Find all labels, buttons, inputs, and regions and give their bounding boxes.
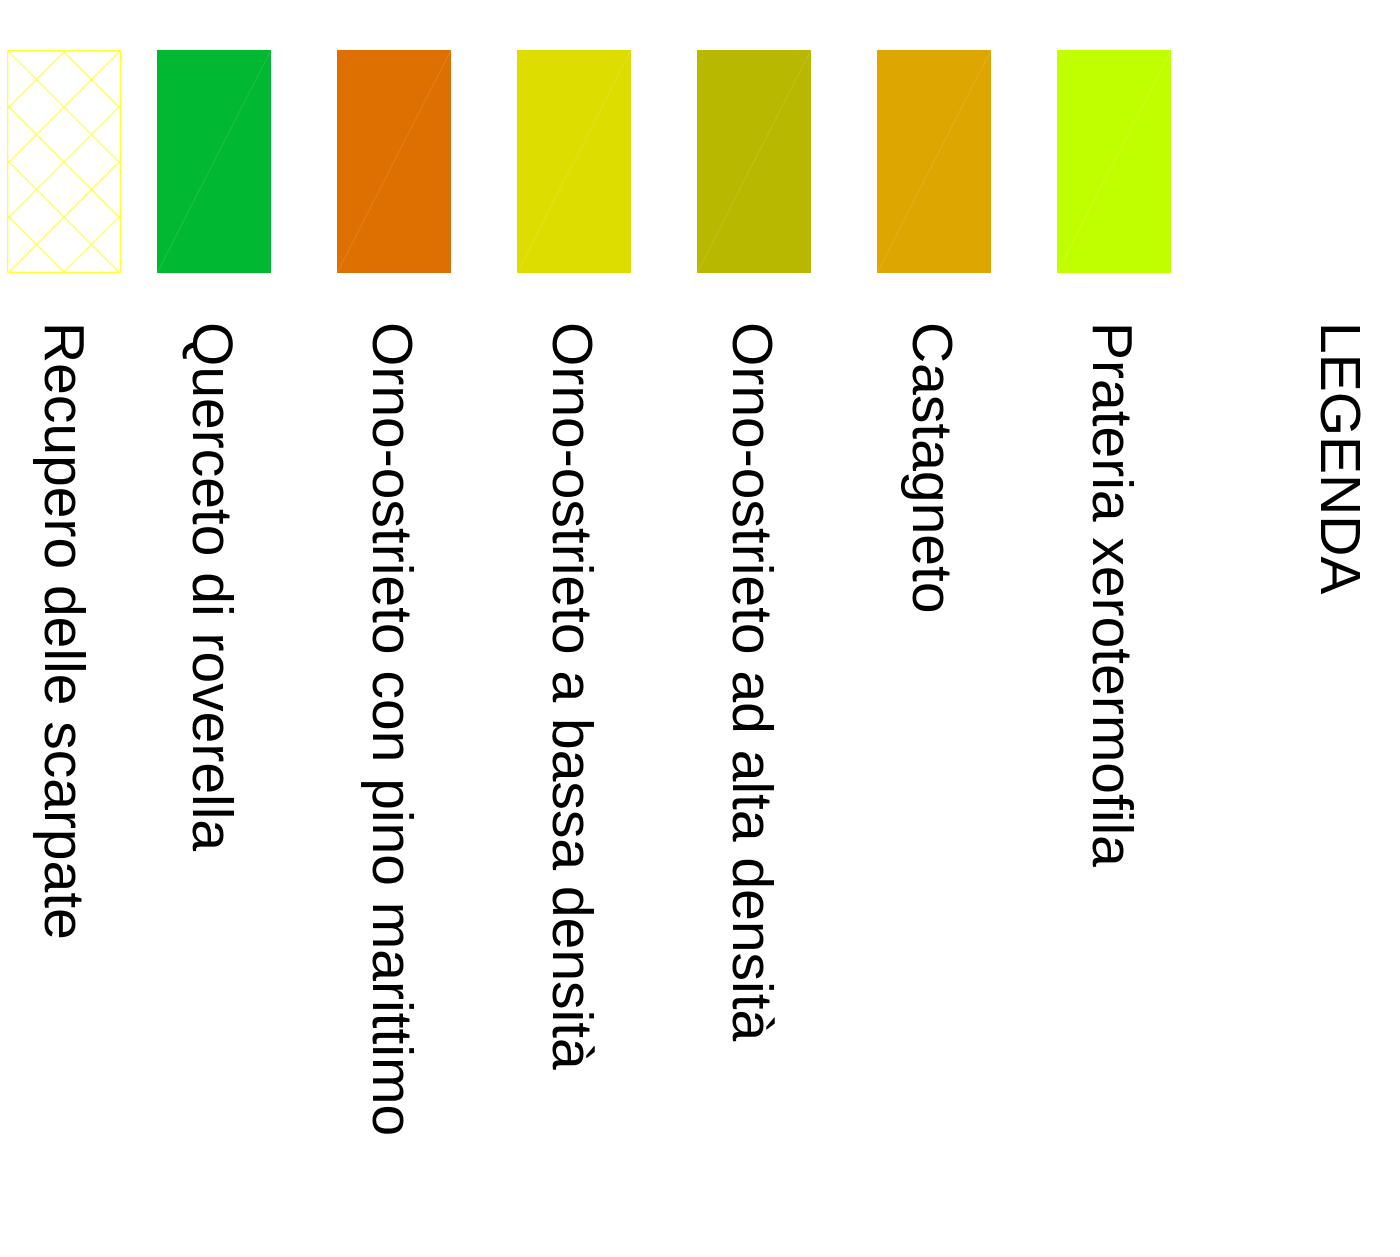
legend-label-orno-ostrieto-alta-densita: Orno-ostrieto ad alta densità xyxy=(720,322,784,1042)
olive-swatch-icon xyxy=(697,50,811,273)
legend-label-prateria-xerotermofila: Prateria xerotermofila xyxy=(1080,322,1144,867)
legend-swatch-recupero-delle-scarpate xyxy=(7,50,121,273)
orange-swatch-icon xyxy=(337,50,451,273)
lime-swatch-icon xyxy=(1057,50,1171,273)
legend-swatch-orno-ostrieto-pino-marittimo xyxy=(337,50,451,273)
legend-label-orno-ostrieto-pino-marittimo: Orno-ostrieto con pino marittimo xyxy=(360,322,424,1137)
legend-label-orno-ostrieto-bassa-densita: Orno-ostrieto a bassa densità xyxy=(540,322,604,1070)
legend-swatch-querceto-di-roverella xyxy=(157,50,271,273)
yellow-swatch-icon xyxy=(517,50,631,273)
legend-swatch-orno-ostrieto-bassa-densita xyxy=(517,50,631,273)
legend-swatch-castagneto xyxy=(877,50,991,273)
legend-swatch-prateria-xerotermofila xyxy=(1057,50,1171,273)
legend-label-querceto-di-roverella: Querceto di roverella xyxy=(180,322,244,852)
green-swatch-icon xyxy=(157,50,271,273)
crosshatch-swatch-icon xyxy=(7,50,121,273)
legend-label-castagneto: Castagneto xyxy=(900,322,964,614)
amber-swatch-icon xyxy=(877,50,991,273)
legend-label-recupero-delle-scarpate: Recupero delle scarpate xyxy=(32,322,96,940)
legend-swatch-orno-ostrieto-alta-densita xyxy=(697,50,811,273)
legend-title: LEGENDA xyxy=(1308,322,1372,595)
